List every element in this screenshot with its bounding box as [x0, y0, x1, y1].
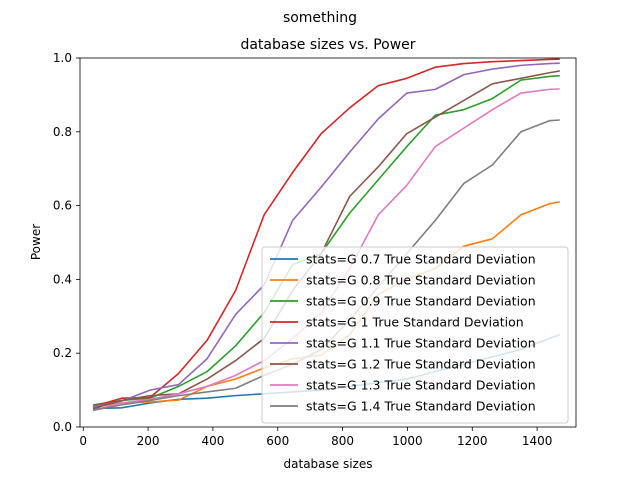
y-tick-label: 0.0 — [53, 420, 72, 434]
x-axis-label: database sizes — [284, 457, 373, 471]
legend-box — [261, 246, 569, 424]
legend-entry-1: stats=G 0.8 True Standard Deviation — [306, 273, 536, 288]
series-line-2 — [92, 74, 560, 406]
x-axis: 0 200 400 600 800 1000 1200 1400 — [79, 427, 552, 448]
y-tick-label: 0.6 — [53, 199, 72, 213]
legend-entry-6: stats=G 1.3 True Standard Deviation — [306, 378, 536, 393]
legend-entry-3: stats=G 1 True Standard Deviation — [306, 315, 524, 330]
y-axis: 0.0 0.2 0.4 0.6 0.8 1.0 — [53, 51, 80, 434]
x-tick-label: 1400 — [522, 434, 553, 448]
y-axis-label: Power — [29, 224, 43, 260]
x-tick-label: 1200 — [457, 434, 488, 448]
y-tick-label: 0.8 — [53, 125, 72, 139]
y-tick-label: 1.0 — [53, 51, 72, 65]
chart-suptitle: something — [283, 10, 357, 26]
x-tick-label: 600 — [266, 434, 289, 448]
y-tick-label: 0.4 — [53, 272, 72, 286]
x-tick-label: 200 — [137, 434, 160, 448]
x-tick-label: 1000 — [392, 434, 423, 448]
x-tick-label: 400 — [201, 434, 224, 448]
legend-entry-5: stats=G 1.2 True Standard Deviation — [306, 357, 536, 372]
legend-entry-7: stats=G 1.4 True Standard Deviation — [306, 399, 536, 414]
series-line-3 — [92, 58, 560, 408]
legend-entry-2: stats=G 0.9 True Standard Deviation — [306, 294, 536, 309]
plot-frame — [79, 57, 577, 428]
legend: stats=G 0.7 True Standard Deviation stats… — [261, 246, 569, 424]
chart-title: database sizes vs. Power — [240, 37, 415, 53]
x-tick-label: 800 — [331, 434, 354, 448]
legend-entry-0: stats=G 0.7 True Standard Deviation — [306, 252, 536, 267]
legend-entry-4: stats=G 1.1 True Standard Deviation — [306, 336, 536, 351]
x-tick-label: 0 — [79, 434, 87, 448]
series-line-4 — [92, 62, 560, 408]
y-tick-label: 0.2 — [53, 346, 72, 360]
